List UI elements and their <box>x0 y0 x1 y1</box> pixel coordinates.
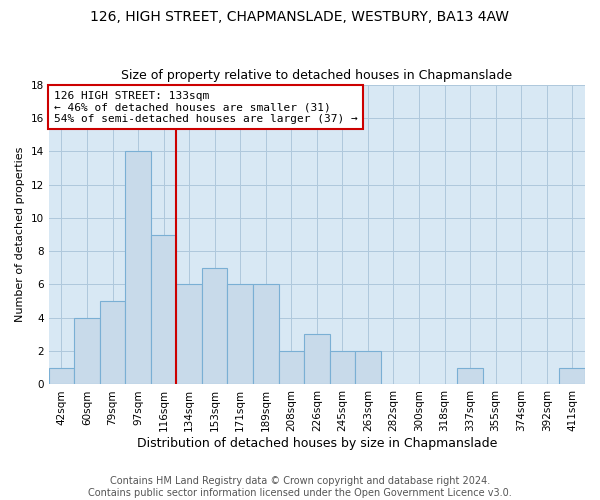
Bar <box>74 318 100 384</box>
Bar <box>278 351 304 384</box>
Bar <box>329 351 355 384</box>
Bar <box>49 368 74 384</box>
Title: Size of property relative to detached houses in Chapmanslade: Size of property relative to detached ho… <box>121 69 512 82</box>
X-axis label: Distribution of detached houses by size in Chapmanslade: Distribution of detached houses by size … <box>137 437 497 450</box>
Text: 126 HIGH STREET: 133sqm
← 46% of detached houses are smaller (31)
54% of semi-de: 126 HIGH STREET: 133sqm ← 46% of detache… <box>54 90 358 124</box>
Bar <box>151 234 176 384</box>
Bar <box>304 334 329 384</box>
Text: Contains HM Land Registry data © Crown copyright and database right 2024.
Contai: Contains HM Land Registry data © Crown c… <box>88 476 512 498</box>
Bar <box>457 368 483 384</box>
Bar <box>100 301 125 384</box>
Bar <box>176 284 202 384</box>
Bar <box>227 284 253 384</box>
Y-axis label: Number of detached properties: Number of detached properties <box>15 147 25 322</box>
Bar <box>355 351 380 384</box>
Bar <box>253 284 278 384</box>
Text: 126, HIGH STREET, CHAPMANSLADE, WESTBURY, BA13 4AW: 126, HIGH STREET, CHAPMANSLADE, WESTBURY… <box>91 10 509 24</box>
Bar <box>559 368 585 384</box>
Bar <box>125 151 151 384</box>
Bar <box>202 268 227 384</box>
